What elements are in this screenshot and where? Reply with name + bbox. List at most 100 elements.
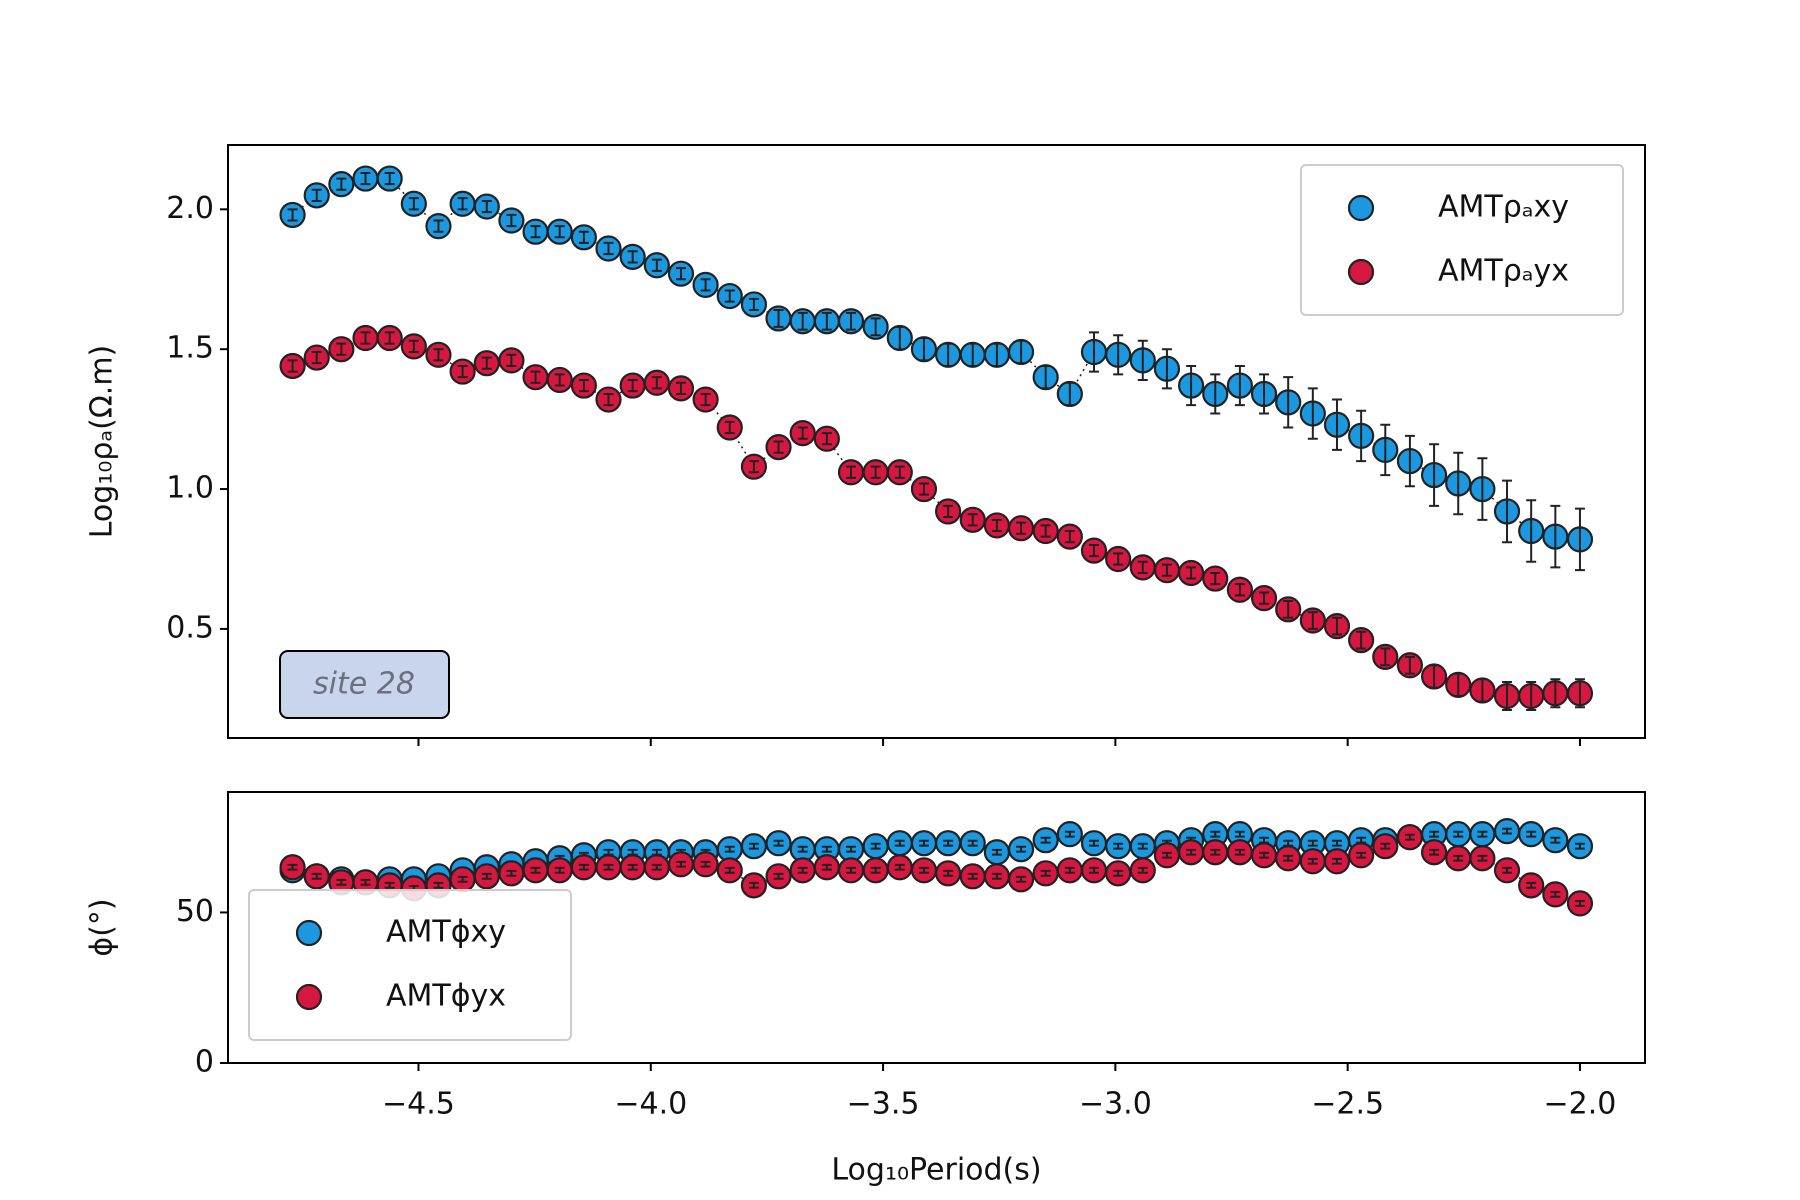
error-bar [287,863,298,871]
error-bar [1404,655,1415,675]
error-bar [336,177,347,191]
error-bar [1210,571,1221,586]
error-bar [675,381,686,395]
legend-box [1300,164,1624,316]
error-bar [1331,857,1342,865]
error-bar [1016,521,1027,535]
error-bar [554,373,565,387]
y-tick-label: 1.5 [166,331,214,366]
error-bar [1186,848,1197,856]
error-bar [384,331,395,345]
error-bar [1137,842,1148,850]
error-bar [1064,866,1075,874]
x-tick-label: −3.5 [847,1087,920,1122]
error-bar [1550,890,1561,898]
error-bar [724,289,735,303]
error-bar [773,839,784,847]
x-axis-label: Log₁₀Period(s) [831,1153,1041,1188]
y-tick-label: 50 [176,894,214,929]
error-bar [336,878,347,886]
error-bar [481,199,492,214]
error-bar [1502,681,1513,712]
error-bar [991,848,1002,856]
error-bar [870,842,881,850]
error-bar [967,872,978,880]
error-bar [700,278,711,292]
error-bar [1234,848,1245,856]
error-bar [1502,866,1513,874]
error-bar [1380,647,1391,667]
error-bar [894,839,905,847]
connector-line [292,337,1580,697]
error-bar [1453,672,1464,698]
error-bar [1550,836,1561,844]
error-bar [1040,364,1051,390]
error-bar [1574,842,1585,850]
error-bar [1453,854,1464,862]
error-bar [1356,851,1367,859]
error-bar [433,881,444,889]
error-bar [336,342,347,356]
error-bar [894,325,905,351]
y-tick-label: 1.0 [166,471,214,506]
x-tick-label: −4.5 [382,1087,455,1122]
error-bar [578,863,589,871]
error-bar [821,863,832,871]
error-bar [360,171,371,186]
y-tick-label: 0.5 [166,610,214,645]
x-tick-label: −2.5 [1311,1087,1384,1122]
error-bar [1064,381,1075,407]
error-bar [1259,373,1270,415]
error-bar [1040,524,1051,538]
error-bar [675,860,686,868]
error-bar [846,465,857,479]
error-bar [1016,845,1027,853]
error-bar [918,839,929,847]
error-bar [1429,443,1440,507]
error-bar [918,866,929,874]
error-bar [1502,479,1513,544]
error-bar [967,513,978,527]
legend-marker [295,983,323,1011]
error-bar [797,426,808,440]
error-bar [675,267,686,281]
error-bar [627,378,638,393]
error-bar [1040,869,1051,877]
error-bar [1137,866,1148,874]
error-bar [773,440,784,454]
error-bar [821,311,832,331]
error-bar [1380,423,1391,477]
error-bar [1016,339,1027,365]
error-bar [384,881,395,889]
error-bar [530,370,541,384]
plot-frame [227,791,1646,1064]
error-bar [1502,827,1513,835]
error-bar [748,842,759,850]
error-bar [1550,678,1561,709]
error-bar [700,392,711,407]
error-bar [773,309,784,328]
error-bar [554,866,565,874]
error-bar [1453,830,1464,838]
error-bar [1331,616,1342,636]
error-bar [918,482,929,496]
error-bar [943,839,954,847]
error-bar [506,213,517,228]
error-bar [748,297,759,312]
error-bar [870,317,881,337]
legend-label: AMTρₐyx [1438,254,1569,289]
error-bar [1113,552,1124,566]
error-bar [311,350,322,365]
error-bar [1477,854,1488,862]
error-bar [1307,857,1318,865]
legend-label: AMTρₐxy [1438,190,1569,225]
annotation: site 28 [313,667,415,702]
legend-marker [295,919,323,947]
error-bar [1137,339,1148,381]
error-bar [724,866,735,874]
error-bar [506,869,517,877]
error-bar [287,208,298,222]
error-bar [1453,451,1464,516]
error-bar [603,241,614,256]
error-bar [651,258,662,272]
